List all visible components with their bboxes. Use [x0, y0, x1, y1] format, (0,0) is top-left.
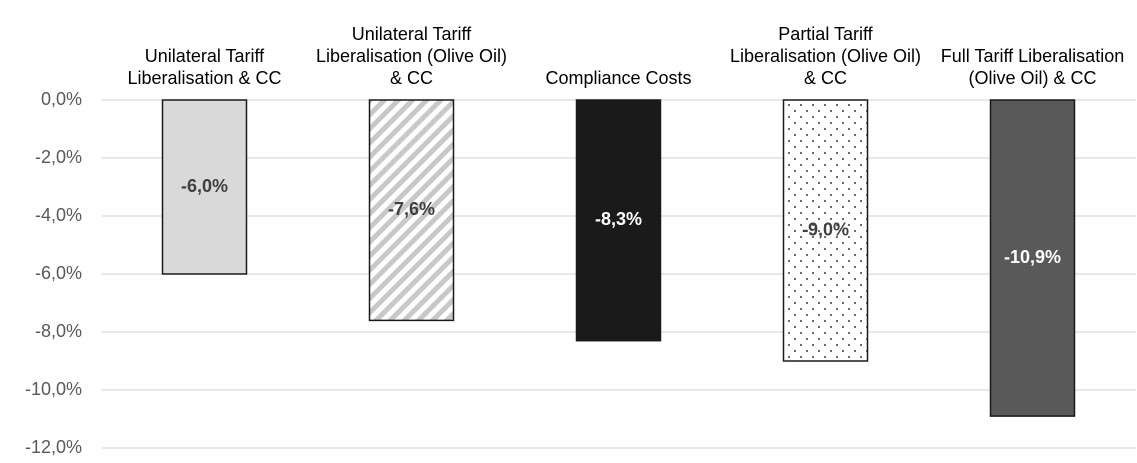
x-tick-label: Compliance Costs	[545, 68, 692, 88]
bar	[782, 99, 869, 362]
bar	[161, 99, 248, 275]
bar	[989, 99, 1076, 417]
value-label: -8,3%	[595, 209, 642, 229]
x-tick-label: Full Tariff Liberalisation (Olive Oil) &…	[940, 46, 1125, 88]
x-tick-label: Unilateral Tariff Liberalisation (Olive …	[315, 24, 508, 88]
bar	[575, 99, 662, 342]
y-tick-label: -10,0%	[25, 379, 82, 399]
y-tick-label: -12,0%	[25, 437, 82, 457]
y-tick-label: -8,0%	[35, 321, 82, 341]
value-label: -10,9%	[1004, 247, 1061, 267]
bar	[368, 99, 455, 322]
y-tick-label: -6,0%	[35, 263, 82, 283]
y-tick-label: -2,0%	[35, 147, 82, 167]
category-labels: Unilateral Tariff Liberalisation & CC Uni…	[0, 0, 1137, 89]
value-label: -9,0%	[802, 219, 849, 239]
y-tick-label: 0,0%	[41, 89, 82, 109]
y-tick-label: -4,0%	[35, 205, 82, 225]
value-label: -6,0%	[181, 176, 228, 196]
x-tick-label: Unilateral Tariff Liberalisation & CC	[127, 46, 282, 88]
value-label: -7,6%	[388, 199, 435, 219]
x-tick-label: Partial Tariff Liberalisation (Olive Oil…	[729, 24, 922, 88]
